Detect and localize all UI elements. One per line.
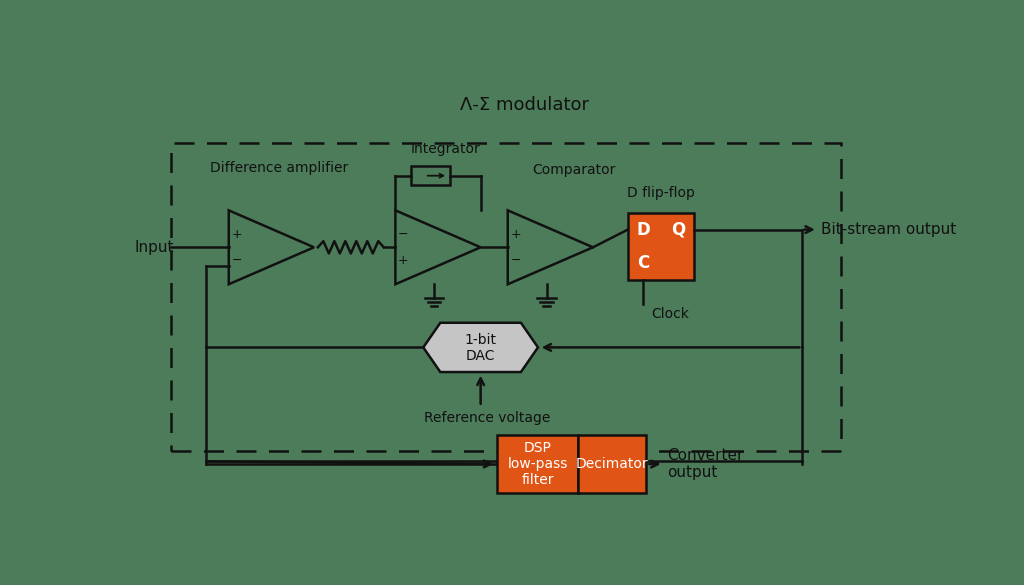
Text: DSP
low-pass
filter: DSP low-pass filter — [508, 441, 567, 487]
Text: Reference voltage: Reference voltage — [424, 411, 550, 425]
Text: Λ-Σ modulator: Λ-Σ modulator — [461, 96, 589, 114]
Text: Q: Q — [671, 221, 685, 239]
Bar — [497, 435, 579, 493]
Text: −: − — [510, 254, 521, 267]
Text: Comparator: Comparator — [531, 163, 615, 177]
Text: D flip-flop: D flip-flop — [627, 187, 694, 200]
Text: Integrator: Integrator — [411, 142, 480, 156]
Text: Input: Input — [134, 240, 174, 255]
Text: Decimator: Decimator — [577, 457, 648, 471]
Text: D: D — [637, 221, 650, 239]
Text: Clock: Clock — [651, 307, 689, 321]
Text: +: + — [231, 228, 242, 240]
Text: +: + — [397, 254, 409, 267]
Text: 1-bit: 1-bit — [465, 333, 497, 347]
Text: DAC: DAC — [466, 349, 496, 363]
Bar — [411, 167, 450, 185]
Text: −: − — [398, 228, 409, 240]
Text: Difference amplifier: Difference amplifier — [210, 161, 348, 175]
Text: +: + — [510, 228, 521, 240]
Text: Bit-stream output: Bit-stream output — [821, 222, 956, 237]
Bar — [579, 435, 646, 493]
Polygon shape — [423, 323, 538, 372]
Bar — [628, 213, 693, 280]
Text: −: − — [231, 254, 242, 267]
Text: Converter
output: Converter output — [667, 448, 743, 480]
Text: C: C — [637, 254, 649, 273]
